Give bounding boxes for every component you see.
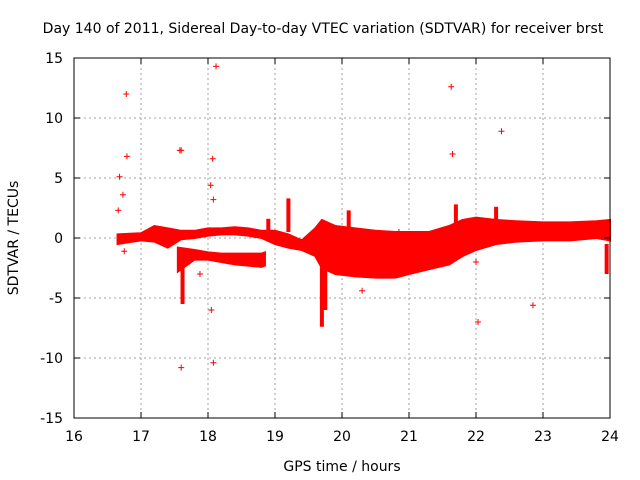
x-tick-label: 19 — [266, 429, 284, 445]
data-point — [208, 307, 215, 313]
data-point — [209, 155, 216, 162]
data-point — [176, 147, 183, 154]
data-point — [178, 364, 185, 371]
data-point — [115, 207, 122, 214]
data-point — [119, 191, 126, 198]
x-tick-label: 18 — [199, 429, 217, 445]
chart-title: Day 140 of 2011, Sidereal Day-to-day VTE… — [43, 21, 604, 37]
x-tick-label: 22 — [467, 429, 485, 445]
y-tick-label: 15 — [45, 51, 63, 67]
data-point — [123, 153, 130, 160]
x-tick-label: 16 — [65, 429, 83, 445]
x-axis-label: GPS time / hours — [283, 459, 400, 475]
x-tick-label: 20 — [333, 429, 351, 445]
y-tick-label: -15 — [40, 411, 63, 427]
data-point — [473, 259, 479, 265]
y-tick-label: -5 — [49, 291, 63, 307]
data-point — [213, 63, 220, 70]
y-tick-label: 10 — [45, 111, 63, 127]
data-point — [449, 151, 456, 157]
data-point — [196, 271, 203, 277]
data-point — [448, 83, 455, 90]
data-layer — [115, 63, 611, 371]
y-tick-label: 0 — [54, 231, 63, 247]
data-point — [529, 302, 536, 309]
x-tick-label: 24 — [601, 429, 619, 445]
axis-ticks: 16 17 18 19 20 21 22 23 24 -15 -10 -5 0 5 10 15 — [40, 51, 619, 445]
data-point — [475, 319, 482, 325]
data-point — [123, 91, 130, 97]
y-tick-label: -10 — [40, 351, 63, 367]
data-point — [121, 248, 128, 255]
data-band — [116, 216, 611, 279]
data-point — [207, 182, 214, 189]
x-tick-label: 17 — [132, 429, 150, 445]
data-point — [210, 196, 217, 203]
data-point — [116, 173, 123, 180]
data-point — [359, 287, 366, 294]
data-point — [210, 359, 217, 366]
y-tick-label: 5 — [54, 171, 63, 187]
y-axis-label: SDTVAR / TECUs — [6, 181, 22, 296]
data-point — [395, 229, 402, 235]
x-tick-label: 23 — [534, 429, 552, 445]
x-tick-label: 21 — [400, 429, 418, 445]
data-point — [498, 128, 505, 135]
data-band — [176, 246, 266, 274]
